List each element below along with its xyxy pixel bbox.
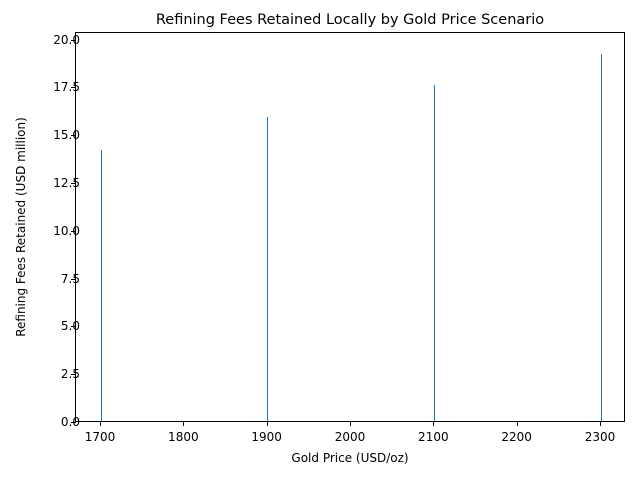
y-tick-label: 5.0 (60, 319, 80, 334)
x-tick-label: 1800 (168, 430, 199, 444)
x-axis-label: Gold Price (USD/oz) (291, 451, 409, 465)
x-tick-label: 2200 (501, 430, 532, 444)
y-tick (71, 326, 76, 328)
y-tick (71, 278, 76, 280)
y-tick-label: 17.5 (53, 80, 80, 95)
x-tick (266, 421, 268, 426)
x-tick-label: 2300 (584, 430, 616, 444)
y-tick-label: 7.5 (60, 271, 80, 286)
y-tick-label: 12.5 (53, 176, 80, 191)
y-tick (71, 374, 76, 376)
x-tick (516, 421, 518, 426)
x-tick (350, 421, 351, 426)
y-axis-label: Refining Fees Retained (USD million) (14, 117, 28, 337)
x-tick (433, 421, 435, 426)
y-tick-label: 0.0 (60, 415, 80, 429)
bar (267, 117, 269, 421)
y-tick-label: 2.5 (60, 367, 80, 382)
plot-area (71, 32, 625, 426)
x-tick-label: 2100 (418, 430, 449, 444)
y-tick (71, 183, 76, 185)
y-tick-label: 10.0 (53, 223, 80, 238)
y-tick (71, 135, 76, 137)
x-tick (100, 421, 101, 426)
x-tick (183, 421, 185, 426)
y-tick-label: 20.0 (53, 32, 80, 47)
bar (100, 149, 102, 421)
x-tick-label: 1900 (251, 430, 282, 444)
y-tick (71, 230, 76, 232)
y-tick (71, 87, 76, 89)
x-tick (600, 421, 601, 426)
bar (433, 84, 435, 421)
chart-title: Refining Fees Retained Locally by Gold P… (155, 12, 545, 28)
y-tick (71, 39, 76, 41)
bar (600, 53, 602, 421)
x-tick-label: 2000 (334, 430, 366, 444)
x-tick-label: 1700 (84, 430, 116, 444)
y-tick (71, 422, 76, 423)
y-tick-label: 15.0 (53, 128, 80, 143)
